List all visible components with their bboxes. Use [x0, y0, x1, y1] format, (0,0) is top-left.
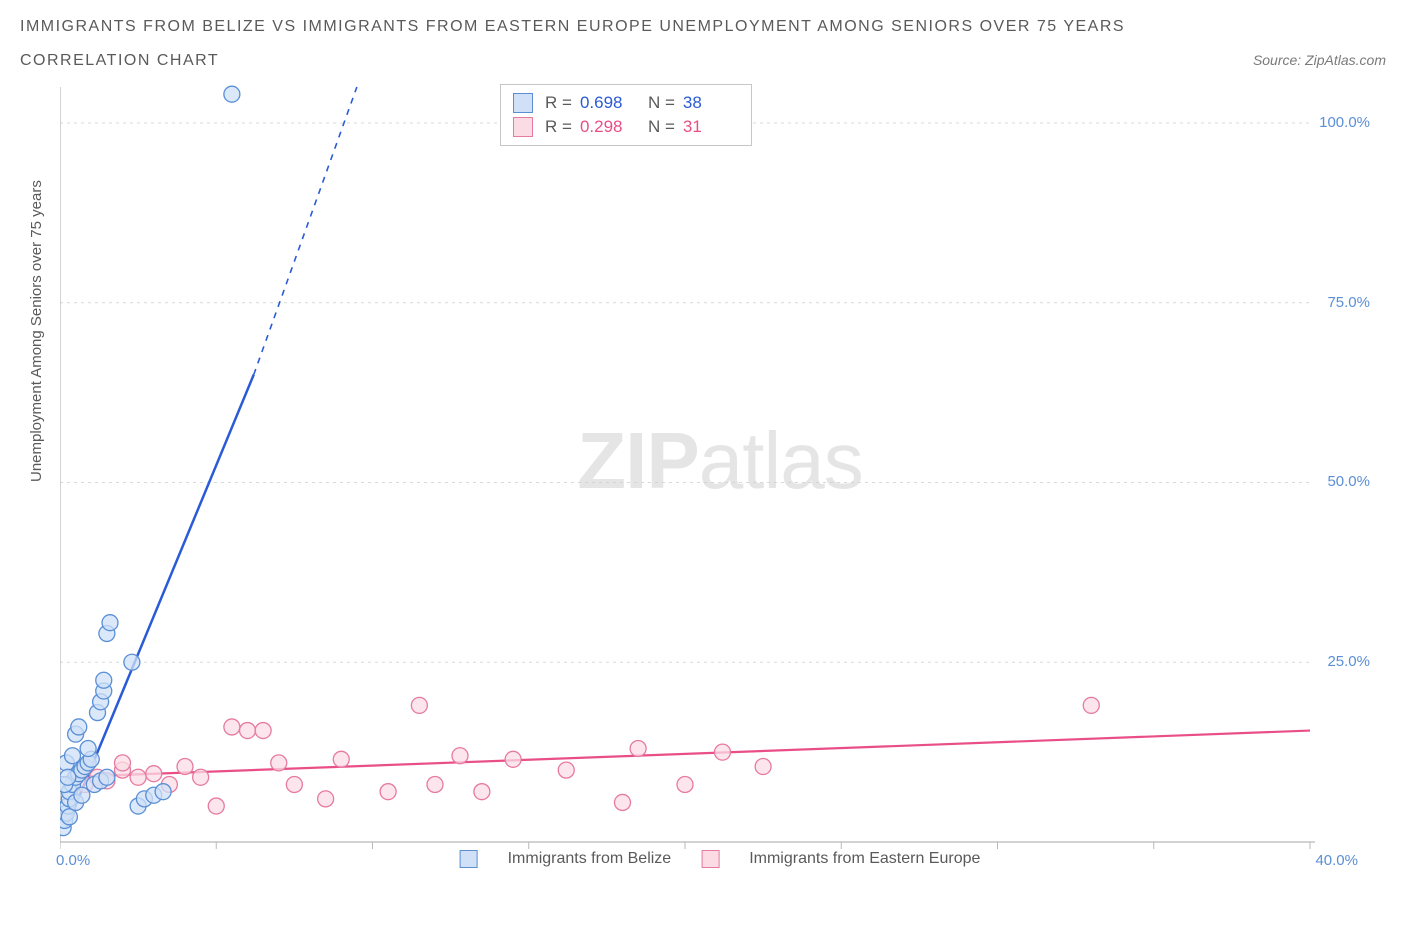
chart-container: Unemployment Among Seniors over 75 years…	[38, 82, 1388, 902]
y-tick-label: 25.0%	[1327, 653, 1370, 670]
legend-label-eastern-europe: Immigrants from Eastern Europe	[749, 850, 980, 868]
stats-row-eastern-europe: R = 0.298 N = 31	[513, 115, 739, 139]
x-tick-label-max: 40.0%	[1315, 852, 1358, 869]
swatch-belize	[513, 93, 533, 113]
n-value-eastern-europe: 31	[683, 117, 739, 137]
y-tick-label: 100.0%	[1319, 114, 1370, 131]
x-tick-label-min: 0.0%	[56, 852, 90, 869]
legend-swatch-eastern-europe	[701, 850, 719, 868]
r-value-eastern-europe: 0.298	[580, 117, 636, 137]
y-axis-label: Unemployment Among Seniors over 75 years	[28, 180, 45, 482]
y-tick-label: 75.0%	[1327, 294, 1370, 311]
source-attribution: Source: ZipAtlas.com	[1253, 52, 1386, 70]
swatch-eastern-europe	[513, 117, 533, 137]
correlation-stats-box: R = 0.698 N = 38 R = 0.298 N = 31	[500, 84, 752, 146]
plot-area: ZIPatlas R = 0.698 N = 38 R = 0.298 N = …	[60, 82, 1380, 872]
r-value-belize: 0.698	[580, 93, 636, 113]
legend-swatch-belize	[460, 850, 478, 868]
legend-label-belize: Immigrants from Belize	[508, 850, 672, 868]
chart-subtitle: CORRELATION CHART	[20, 52, 219, 70]
scatter-plot-svg	[60, 82, 1380, 872]
subtitle-row: CORRELATION CHART Source: ZipAtlas.com	[0, 40, 1406, 84]
bottom-legend: Immigrants from Belize Immigrants from E…	[460, 850, 981, 868]
stats-row-belize: R = 0.698 N = 38	[513, 91, 739, 115]
y-tick-label: 50.0%	[1327, 473, 1370, 490]
chart-title: IMMIGRANTS FROM BELIZE VS IMMIGRANTS FRO…	[0, 0, 1406, 40]
n-value-belize: 38	[683, 93, 739, 113]
